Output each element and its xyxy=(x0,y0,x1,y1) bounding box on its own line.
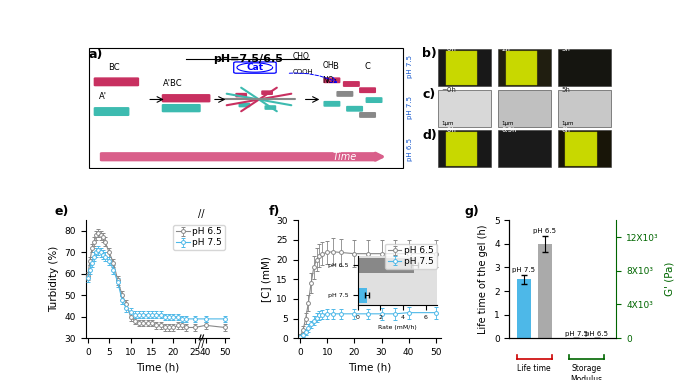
Text: 1μm: 1μm xyxy=(501,122,514,127)
Bar xyxy=(558,49,610,86)
Text: //: // xyxy=(198,339,205,349)
Text: ~0h: ~0h xyxy=(442,46,457,52)
X-axis label: Time (h): Time (h) xyxy=(136,363,179,372)
Text: e): e) xyxy=(54,205,68,218)
Y-axis label: [C] (mM): [C] (mM) xyxy=(261,256,271,302)
Bar xyxy=(438,130,491,167)
Y-axis label: Turbidity (%): Turbidity (%) xyxy=(49,246,59,312)
FancyBboxPatch shape xyxy=(324,78,340,82)
X-axis label: Time (h): Time (h) xyxy=(348,363,391,372)
Bar xyxy=(438,90,491,127)
Text: b): b) xyxy=(422,47,437,60)
Text: C: C xyxy=(364,62,370,71)
Text: pH 6.5: pH 6.5 xyxy=(533,228,556,234)
Text: a): a) xyxy=(89,48,103,61)
FancyBboxPatch shape xyxy=(234,62,276,73)
Bar xyxy=(498,130,551,167)
FancyBboxPatch shape xyxy=(262,91,272,94)
Text: c): c) xyxy=(422,88,435,101)
Text: COOH: COOH xyxy=(293,69,314,75)
Text: 6h: 6h xyxy=(562,127,571,133)
FancyBboxPatch shape xyxy=(162,95,210,102)
Bar xyxy=(446,51,477,85)
Bar xyxy=(438,49,491,86)
FancyBboxPatch shape xyxy=(360,113,375,117)
Bar xyxy=(498,90,551,127)
Text: A'BC: A'BC xyxy=(164,79,183,89)
Text: f): f) xyxy=(269,205,280,218)
Bar xyxy=(506,51,537,85)
FancyBboxPatch shape xyxy=(236,93,247,97)
Text: CHO: CHO xyxy=(293,52,310,61)
Text: 1μm: 1μm xyxy=(562,122,574,127)
Bar xyxy=(516,279,531,338)
Text: pH 7.5: pH 7.5 xyxy=(408,55,413,78)
Text: pH 7.5: pH 7.5 xyxy=(564,331,588,337)
FancyBboxPatch shape xyxy=(162,105,200,112)
FancyBboxPatch shape xyxy=(265,106,275,109)
Text: Time: Time xyxy=(333,152,357,162)
FancyBboxPatch shape xyxy=(101,153,375,161)
Text: pH 7.5: pH 7.5 xyxy=(512,267,535,273)
Text: pH 6.5: pH 6.5 xyxy=(586,331,608,337)
Bar xyxy=(558,90,610,127)
Bar xyxy=(565,132,597,166)
FancyBboxPatch shape xyxy=(324,101,340,106)
Legend: pH 6.5, pH 7.5: pH 6.5, pH 7.5 xyxy=(385,244,436,269)
Bar xyxy=(538,244,552,338)
FancyBboxPatch shape xyxy=(360,88,375,92)
Text: 1μm: 1μm xyxy=(442,122,454,127)
Y-axis label: Life time of the gel (h): Life time of the gel (h) xyxy=(478,225,488,334)
Text: ~0h: ~0h xyxy=(442,87,457,93)
Text: B: B xyxy=(332,62,338,71)
Text: BC: BC xyxy=(108,63,120,72)
FancyBboxPatch shape xyxy=(89,48,403,168)
FancyBboxPatch shape xyxy=(347,106,362,111)
Text: //: // xyxy=(198,209,205,219)
Text: Life time: Life time xyxy=(517,364,551,373)
FancyBboxPatch shape xyxy=(95,108,129,116)
Bar xyxy=(446,132,477,166)
Text: pH 6.5: pH 6.5 xyxy=(408,138,413,160)
Text: OH: OH xyxy=(322,61,334,70)
Text: g): g) xyxy=(464,205,479,218)
FancyBboxPatch shape xyxy=(366,98,382,102)
Text: 5h: 5h xyxy=(562,46,571,52)
Text: Storage
Modulus: Storage Modulus xyxy=(571,364,603,380)
Text: Cat: Cat xyxy=(246,63,263,72)
Text: pH 7.5: pH 7.5 xyxy=(408,96,413,119)
FancyBboxPatch shape xyxy=(344,82,359,86)
Text: d): d) xyxy=(422,128,437,142)
Text: ~0h: ~0h xyxy=(442,127,457,133)
Text: NO₂: NO₂ xyxy=(322,76,337,85)
Text: 2h: 2h xyxy=(501,46,510,52)
Legend: pH 6.5, pH 7.5: pH 6.5, pH 7.5 xyxy=(173,225,225,250)
Text: A': A' xyxy=(99,92,107,101)
FancyBboxPatch shape xyxy=(239,103,249,107)
Bar xyxy=(498,49,551,86)
Bar xyxy=(558,130,610,167)
FancyBboxPatch shape xyxy=(337,92,353,96)
Y-axis label: G' (Pa): G' (Pa) xyxy=(664,262,675,296)
Text: pH=7.5/6.5: pH=7.5/6.5 xyxy=(213,54,283,64)
FancyBboxPatch shape xyxy=(95,78,138,86)
Text: 5h: 5h xyxy=(562,87,571,93)
Text: 0.5h: 0.5h xyxy=(501,127,517,133)
